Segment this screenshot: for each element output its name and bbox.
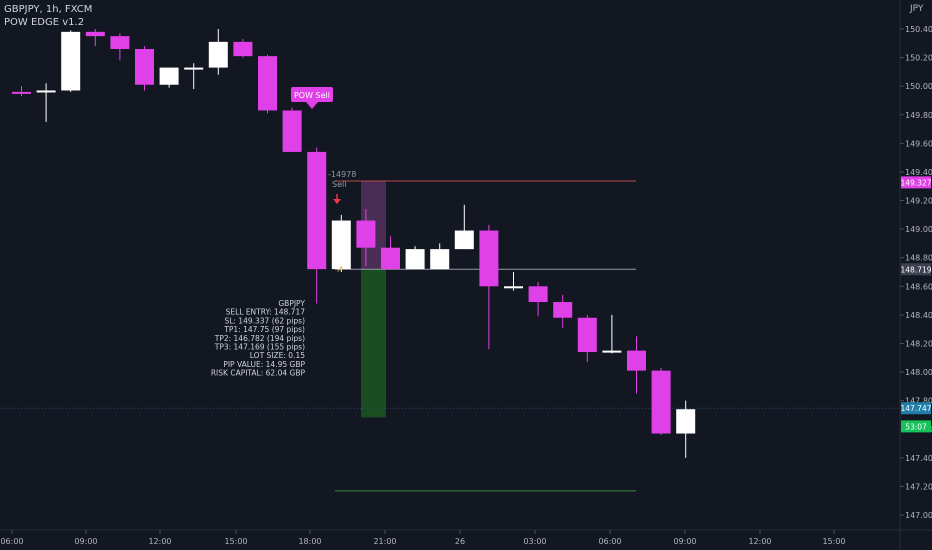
x-tick-label: 03:00 [523, 537, 546, 546]
indicator-title: POW EDGE v1.2 [4, 17, 85, 28]
y-tick-label: 148.800 [905, 254, 932, 263]
candle-body[interactable] [627, 350, 646, 371]
x-tick-label: 12:00 [748, 537, 771, 546]
candle-body[interactable] [430, 249, 450, 270]
candle-body[interactable] [258, 56, 277, 111]
trade-info-line: LOT SIZE: 0.15 [250, 351, 305, 360]
profit-zone [361, 269, 386, 418]
candle-body[interactable] [454, 230, 474, 250]
y-tick-label: 149.600 [905, 139, 932, 148]
candle-body[interactable] [184, 67, 204, 70]
candle-body[interactable] [381, 247, 400, 270]
trade-info-line: TP3: 147.169 (155 pips) [214, 343, 305, 352]
x-tick-label: 09:00 [673, 537, 696, 546]
y-tick-label: 147.800 [905, 397, 932, 406]
price-badge-label: 148.719 [900, 265, 931, 274]
x-tick-label: 15:00 [224, 537, 247, 546]
trade-info-line: PIP VALUE: 14.95 GBP [223, 360, 305, 369]
candle-body[interactable] [331, 220, 351, 270]
candle-body[interactable] [208, 41, 228, 68]
y-tick-label: 148.000 [905, 368, 932, 377]
candle-body[interactable] [61, 31, 81, 91]
trade-info-line: RISK CAPITAL: 62.04 GBP [211, 369, 306, 378]
signal-badge[interactable] [291, 87, 333, 102]
y-tick-label: 149.000 [905, 225, 932, 234]
candle-body[interactable] [602, 350, 622, 353]
candle-body[interactable] [577, 317, 597, 353]
candle-body[interactable] [356, 220, 376, 248]
candle-body[interactable] [307, 151, 327, 270]
y-tick-label: 149.400 [905, 168, 932, 177]
signal-label: POW Sell [294, 91, 330, 100]
price-badge [901, 402, 931, 415]
sell-arrow-head-icon [333, 199, 341, 204]
signal-badge-pointer [306, 102, 318, 109]
y-tick-label: 148.400 [905, 311, 932, 320]
y-tick-label: 150.000 [905, 82, 932, 91]
x-tick-label: 18:00 [298, 537, 321, 546]
candle-body[interactable] [405, 249, 425, 270]
x-tick-label: 21:00 [373, 537, 396, 546]
x-tick-label: 06:00 [598, 537, 621, 546]
candle-body[interactable] [651, 370, 671, 434]
candle-body[interactable] [110, 36, 130, 50]
price-badge [901, 263, 931, 276]
y-tick-label: 147.000 [905, 511, 932, 520]
price-badge [901, 420, 931, 433]
candle-body[interactable] [504, 286, 523, 289]
x-tick-label: 12:00 [148, 537, 171, 546]
trade-info-line: TP1: 147.75 (97 pips) [223, 325, 305, 334]
candle-body[interactable] [282, 110, 302, 152]
currency-label: JPY [910, 4, 924, 14]
candle-body[interactable] [676, 409, 696, 434]
price-badge [901, 176, 931, 189]
y-tick-label: 148.200 [905, 339, 932, 348]
entry-marker-icon: ↗ [336, 265, 344, 275]
y-tick-label: 150.400 [905, 25, 932, 34]
y-tick-label: 147.200 [905, 482, 932, 491]
symbol-title: GBPJPY, 1h, FXCM [4, 4, 93, 15]
candle-body[interactable] [528, 286, 548, 303]
y-tick-label: 148.600 [905, 282, 932, 291]
y-tick-label: 147.400 [905, 454, 932, 463]
trade-info-line: TP2: 146.782 (194 pips) [214, 334, 305, 343]
y-tick-label: 149.800 [905, 111, 932, 120]
trade-info-line: SL: 149.337 (62 pips) [224, 316, 305, 325]
trade-id-label: -14978 [328, 170, 356, 179]
candle-body[interactable] [85, 31, 105, 37]
candle-body[interactable] [135, 49, 154, 85]
candle-body[interactable] [479, 230, 499, 287]
x-tick-label: 15:00 [822, 537, 845, 546]
trade-info-line: SELL ENTRY: 148.717 [226, 308, 306, 317]
x-tick-label: 09:00 [74, 537, 97, 546]
x-tick-label: 26 [455, 537, 465, 546]
x-tick-label: 06:00 [0, 537, 23, 546]
price-badge-label: 149.327 [900, 178, 931, 187]
trade-side-label: Sell [332, 180, 346, 189]
candle-body[interactable] [12, 91, 31, 94]
y-tick-label: 149.200 [905, 197, 932, 206]
candle-body[interactable] [36, 90, 56, 93]
candle-body[interactable] [553, 302, 573, 318]
price-badge-label: 147.747 [900, 404, 931, 413]
price-badge-label: 53:07 [905, 422, 927, 431]
candle-body[interactable] [159, 67, 179, 85]
y-tick-label: 150.200 [905, 54, 932, 63]
candle-body[interactable] [233, 41, 253, 57]
trade-info-line: GBPJPY [278, 299, 305, 308]
